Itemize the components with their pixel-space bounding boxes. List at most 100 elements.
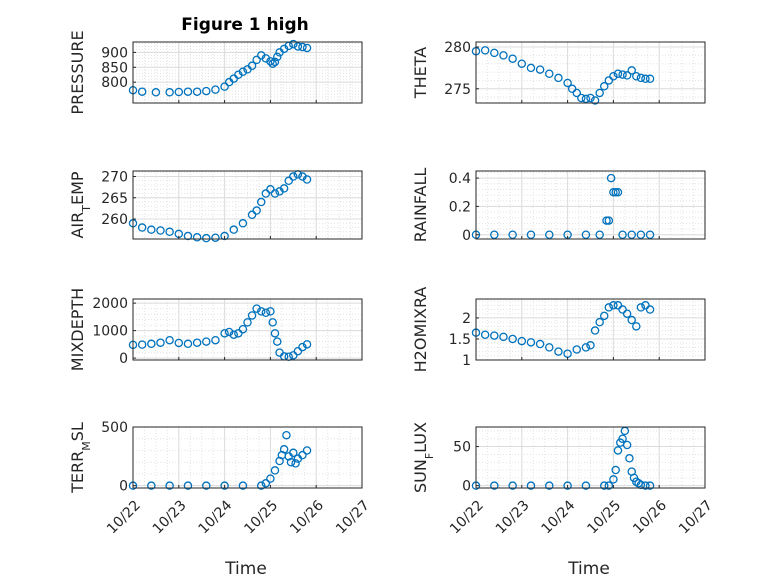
data-point	[261, 308, 271, 317]
data-point	[604, 76, 614, 85]
data-point	[137, 340, 147, 349]
data-point	[641, 301, 650, 310]
data-point	[279, 445, 289, 454]
data-point	[302, 340, 312, 349]
data-point	[192, 233, 202, 242]
data-point	[289, 172, 298, 181]
data-point	[270, 57, 280, 67]
data-point	[256, 481, 266, 490]
data-point	[645, 230, 655, 239]
data-point	[609, 72, 618, 81]
y-tick-label: 2	[462, 311, 471, 327]
panel-left-4: 0 500 10/22 10/23 10/24 10/25 10/26 10/27 TERRMS…	[68, 420, 373, 537]
data-point	[636, 230, 646, 239]
x-tick-label: 10/24	[196, 497, 236, 537]
x-tick-label: 10/22	[104, 498, 144, 538]
axes-box	[132, 170, 363, 240]
data-point	[563, 481, 572, 490]
data-point	[517, 59, 527, 68]
figure-title: Figure 1 high	[181, 15, 309, 35]
data-point	[590, 96, 600, 105]
data-point	[545, 481, 554, 490]
data-point	[627, 66, 636, 75]
data-point	[535, 339, 545, 349]
data-point	[554, 347, 563, 356]
data-point	[595, 88, 604, 98]
data-point	[211, 233, 220, 242]
data-point	[156, 226, 165, 235]
data-point	[183, 339, 193, 349]
data-point	[545, 69, 554, 79]
data-point	[289, 39, 298, 49]
y-tick-label: 2000	[92, 296, 128, 312]
data-point	[270, 189, 280, 198]
data-point	[618, 434, 627, 443]
y-tick-label: 50	[453, 440, 471, 456]
data-point	[632, 322, 641, 331]
axes-box	[132, 426, 363, 489]
data-point	[151, 88, 161, 97]
y-axis-label: AIRTEMP	[68, 171, 93, 238]
data-point	[606, 173, 616, 183]
data-point	[545, 230, 554, 239]
data-point	[256, 197, 266, 207]
panel-left-3: 0 1000 2000 MIXDEPTH	[68, 288, 363, 371]
data-point	[252, 304, 261, 313]
data-point	[609, 475, 618, 484]
data-point	[270, 466, 280, 475]
data-point	[490, 48, 499, 58]
y-tick-label: 0	[462, 228, 471, 244]
data-point	[202, 233, 211, 243]
y-tick-label: 800	[101, 75, 128, 91]
data-point	[266, 185, 275, 194]
data-point	[613, 187, 623, 197]
data-point	[480, 330, 490, 340]
data-point	[641, 481, 650, 490]
x-tick-label: 10/25	[241, 498, 281, 538]
data-point	[602, 216, 611, 225]
x-axis-label-right: Time	[567, 559, 610, 579]
data-point	[298, 342, 307, 352]
data-point	[563, 78, 572, 88]
data-point	[284, 176, 293, 186]
data-point	[165, 481, 174, 490]
data-point	[627, 230, 636, 239]
y-tick-label: 270	[101, 170, 128, 186]
y-tick-label: 0	[119, 479, 128, 495]
x-tick-label: 10/24	[539, 497, 579, 537]
y-tick-label: 260	[101, 212, 128, 228]
data-point	[641, 74, 650, 84]
data-point	[211, 335, 220, 345]
data-point	[220, 329, 229, 338]
x-tick-label: 10/26	[287, 497, 327, 537]
data-point	[165, 227, 174, 237]
data-point	[499, 51, 508, 60]
y-tick-label: 0.4	[449, 171, 471, 187]
axes-box	[132, 298, 363, 361]
data-point	[625, 454, 634, 463]
data-point	[147, 225, 156, 234]
x-tick-label: 10/27	[676, 498, 716, 538]
data-point	[273, 52, 282, 62]
data-point	[577, 93, 586, 103]
data-point	[611, 187, 620, 197]
data-point	[581, 343, 591, 352]
data-point	[243, 318, 252, 327]
data-point	[266, 474, 275, 483]
data-point	[211, 85, 220, 94]
x-tick-label: 10/23	[493, 498, 533, 538]
axes-box	[475, 170, 706, 240]
data-point	[595, 230, 604, 239]
data-point	[632, 72, 641, 81]
data-point	[137, 87, 147, 96]
data-point	[270, 329, 280, 338]
data-point	[645, 305, 655, 314]
data-point	[282, 430, 291, 440]
data-point	[581, 230, 591, 239]
y-axis-label: PRESSURE	[68, 30, 87, 114]
data-point	[286, 457, 296, 467]
data-point	[622, 309, 632, 318]
data-point	[293, 42, 303, 51]
y-tick-label: 1000	[92, 324, 128, 340]
data-point	[174, 87, 184, 97]
